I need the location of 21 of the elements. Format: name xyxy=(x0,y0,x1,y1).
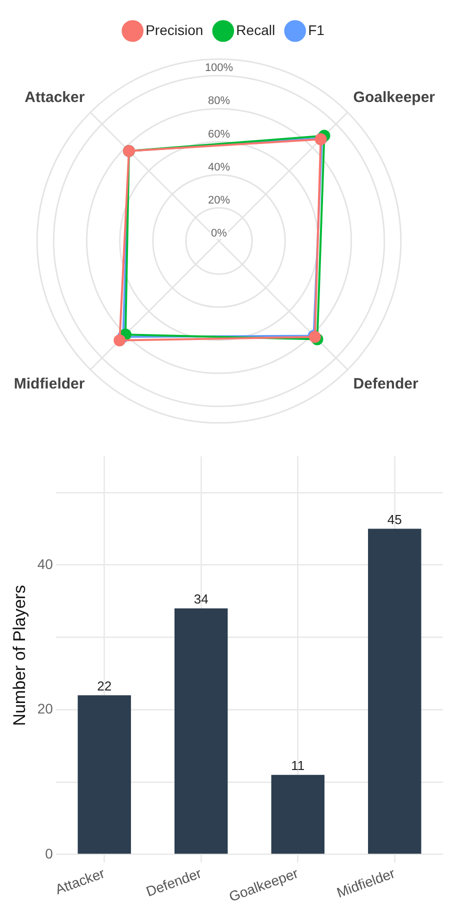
spoke-label: Midfielder xyxy=(14,375,85,392)
spoke-label: Attacker xyxy=(24,88,85,106)
y-tick-label: 100% xyxy=(204,62,234,74)
data-label: 22 xyxy=(97,678,112,694)
y-axis-title: Number of Players xyxy=(10,585,29,726)
y-tick-label: 20% xyxy=(208,194,230,206)
legend-label: Precision xyxy=(146,22,204,38)
y-tick-label: 20 xyxy=(37,700,54,717)
y-tick-label: 0% xyxy=(211,228,228,240)
y-tick-label: 80% xyxy=(208,95,230,108)
legend-label: Recall xyxy=(236,22,276,38)
y-tick-label: 0 xyxy=(45,845,54,862)
y-tick-label: 40 xyxy=(37,556,54,572)
spoke-label: Goalkeeper xyxy=(353,88,436,106)
data-label: 45 xyxy=(387,512,402,527)
data-label: 34 xyxy=(194,591,208,606)
data-label: 11 xyxy=(291,758,305,773)
y-tick-label: 60% xyxy=(208,128,230,140)
legend-label: F1 xyxy=(308,22,325,38)
spoke-label: Defender xyxy=(353,375,418,392)
y-tick-label: 40% xyxy=(208,161,230,174)
